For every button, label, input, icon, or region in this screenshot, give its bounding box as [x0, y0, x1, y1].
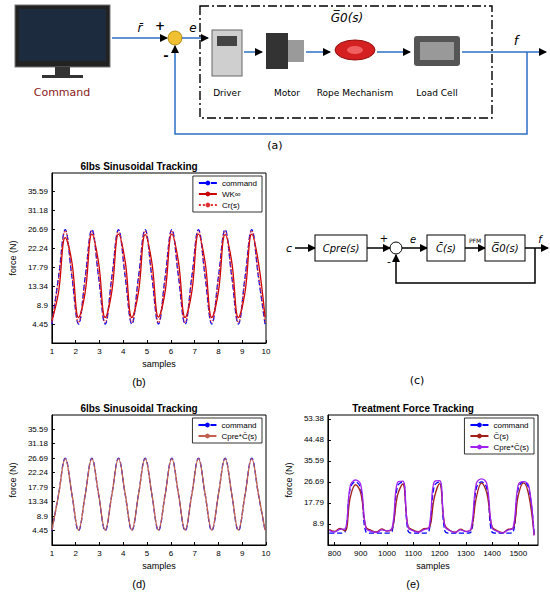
svg-text:-: - — [387, 255, 391, 268]
svg-text:1300: 1300 — [457, 549, 475, 558]
svg-text:35.59: 35.59 — [28, 187, 49, 196]
svg-text:G̅0(s): G̅0(s) — [491, 242, 518, 254]
svg-text:-: - — [163, 48, 168, 63]
svg-text:Driver: Driver — [213, 88, 241, 98]
svg-text:samples: samples — [142, 359, 176, 369]
svg-text:6: 6 — [169, 347, 174, 356]
svg-text:Treatment Force Tracking: Treatment Force Tracking — [352, 403, 474, 414]
svg-text:13.34: 13.34 — [28, 282, 49, 291]
svg-text:Cr(s): Cr(s) — [222, 201, 240, 210]
svg-text:53.38: 53.38 — [304, 414, 325, 423]
svg-text:+: + — [155, 19, 165, 33]
svg-text:f: f — [538, 234, 543, 245]
svg-text:samples: samples — [416, 561, 450, 571]
svg-text:4.45: 4.45 — [32, 320, 48, 329]
svg-text:command: command — [493, 421, 528, 430]
svg-text:1400: 1400 — [483, 549, 501, 558]
svg-text:Rope Mechanism: Rope Mechanism — [317, 88, 394, 98]
svg-text:1500: 1500 — [509, 549, 527, 558]
svg-text:(c): (c) — [410, 374, 425, 387]
svg-text:1100: 1100 — [405, 549, 423, 558]
svg-text:1: 1 — [50, 549, 55, 558]
svg-text:5: 5 — [145, 549, 150, 558]
svg-text:7: 7 — [192, 347, 197, 356]
svg-text:force (N): force (N) — [284, 462, 294, 497]
svg-text:4: 4 — [121, 347, 126, 356]
svg-text:(b): (b) — [132, 376, 145, 388]
svg-text:command: command — [222, 179, 257, 188]
svg-text:samples: samples — [142, 561, 176, 571]
svg-text:4: 4 — [121, 549, 126, 558]
svg-text:9: 9 — [240, 549, 245, 558]
svg-text:Cpre*C̄(s): Cpre*C̄(s) — [221, 432, 257, 441]
svg-text:26.69: 26.69 — [28, 225, 49, 234]
svg-text:Load Cell: Load Cell — [416, 88, 457, 98]
svg-text:(e): (e) — [406, 578, 419, 590]
svg-text:8: 8 — [216, 549, 221, 558]
svg-text:10: 10 — [262, 347, 271, 356]
svg-text:C̄(s): C̄(s) — [493, 432, 508, 441]
svg-text:22.24: 22.24 — [28, 244, 49, 253]
svg-text:2: 2 — [73, 549, 78, 558]
svg-text:26.69: 26.69 — [304, 477, 325, 486]
svg-text:e: e — [410, 234, 416, 245]
svg-text:G̅0(s): G̅0(s) — [331, 10, 364, 25]
svg-text:3: 3 — [97, 549, 102, 558]
svg-text:9: 9 — [240, 347, 245, 356]
svg-text:35.59: 35.59 — [28, 425, 49, 434]
svg-text:8: 8 — [216, 347, 221, 356]
svg-text:Command: Command — [34, 86, 91, 99]
svg-text:13.34: 13.34 — [28, 497, 49, 506]
svg-text:e: e — [189, 21, 196, 35]
svg-text:10: 10 — [262, 549, 271, 558]
svg-text:8.9: 8.9 — [37, 301, 49, 310]
svg-text:5: 5 — [145, 347, 150, 356]
svg-text:8.9: 8.9 — [37, 512, 49, 521]
svg-text:900: 900 — [354, 549, 368, 558]
svg-text:6lbs Sinusoidal Tracking: 6lbs Sinusoidal Tracking — [80, 403, 197, 414]
svg-text:Cpre*C̄(s): Cpre*C̄(s) — [493, 443, 529, 452]
svg-text:command: command — [221, 421, 256, 430]
svg-text:3: 3 — [97, 347, 102, 356]
svg-text:Cpre(s): Cpre(s) — [323, 243, 360, 254]
svg-text:6: 6 — [169, 549, 174, 558]
svg-text:31.18: 31.18 — [28, 206, 49, 215]
svg-text:c: c — [286, 242, 292, 255]
svg-text:22.24: 22.24 — [28, 468, 49, 477]
svg-text:17.79: 17.79 — [304, 498, 325, 507]
svg-text:1: 1 — [50, 347, 55, 356]
svg-text:force (N): force (N) — [8, 462, 18, 497]
svg-text:2: 2 — [73, 347, 78, 356]
svg-text:17.79: 17.79 — [28, 483, 49, 492]
svg-text:800: 800 — [328, 549, 342, 558]
svg-text:force (N): force (N) — [8, 240, 18, 275]
svg-text:(d): (d) — [132, 578, 145, 590]
svg-text:31.18: 31.18 — [28, 439, 49, 448]
svg-text:+: + — [380, 233, 388, 244]
svg-text:1200: 1200 — [431, 549, 449, 558]
svg-text:6lbs Sinusoidal Tracking: 6lbs Sinusoidal Tracking — [80, 161, 197, 172]
svg-text:r̄: r̄ — [138, 21, 144, 35]
svg-text:4.45: 4.45 — [32, 526, 48, 535]
svg-text:C̄(s): C̄(s) — [436, 242, 456, 254]
svg-text:7: 7 — [192, 549, 197, 558]
svg-text:Motor: Motor — [274, 88, 300, 98]
svg-text:17.79: 17.79 — [28, 263, 49, 272]
svg-text:44.48: 44.48 — [304, 435, 325, 444]
svg-text:35.59: 35.59 — [304, 456, 325, 465]
svg-text:PFM: PFM — [469, 237, 481, 244]
svg-text:26.69: 26.69 — [28, 454, 49, 463]
svg-text:(a): (a) — [267, 139, 282, 152]
svg-text:WK∞: WK∞ — [222, 190, 241, 199]
svg-text:8.9: 8.9 — [313, 519, 325, 528]
svg-text:1000: 1000 — [378, 549, 396, 558]
svg-text:f: f — [514, 33, 521, 48]
